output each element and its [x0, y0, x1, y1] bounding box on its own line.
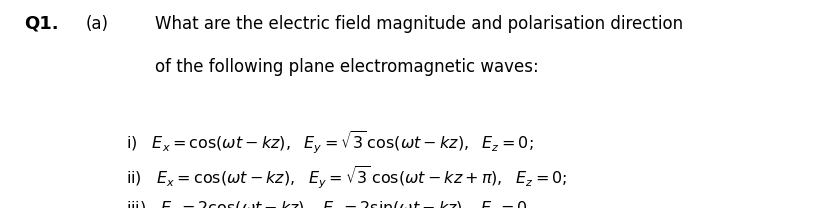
- Text: i)   $E_x = \cos(\omega t - kz),\ \ E_y = \sqrt{3}\,\cos(\omega t - kz),\ \ E_z : i) $E_x = \cos(\omega t - kz),\ \ E_y = …: [126, 129, 534, 156]
- Text: of the following plane electromagnetic waves:: of the following plane electromagnetic w…: [155, 58, 539, 76]
- Text: ii)   $E_x = \cos(\omega t - kz),\ \ E_y = \sqrt{3}\,\cos(\omega t - kz + \pi),\: ii) $E_x = \cos(\omega t - kz),\ \ E_y =…: [126, 164, 568, 191]
- Text: What are the electric field magnitude and polarisation direction: What are the electric field magnitude an…: [155, 15, 683, 33]
- Text: Q1.: Q1.: [24, 15, 59, 33]
- Text: (a): (a): [86, 15, 109, 33]
- Text: iii)   $E_x = 2\cos(\omega t - kz),\ \ E_y = 2\sin(\omega t - kz),\ \ E_z = 0.$: iii) $E_x = 2\cos(\omega t - kz),\ \ E_y…: [126, 200, 533, 208]
